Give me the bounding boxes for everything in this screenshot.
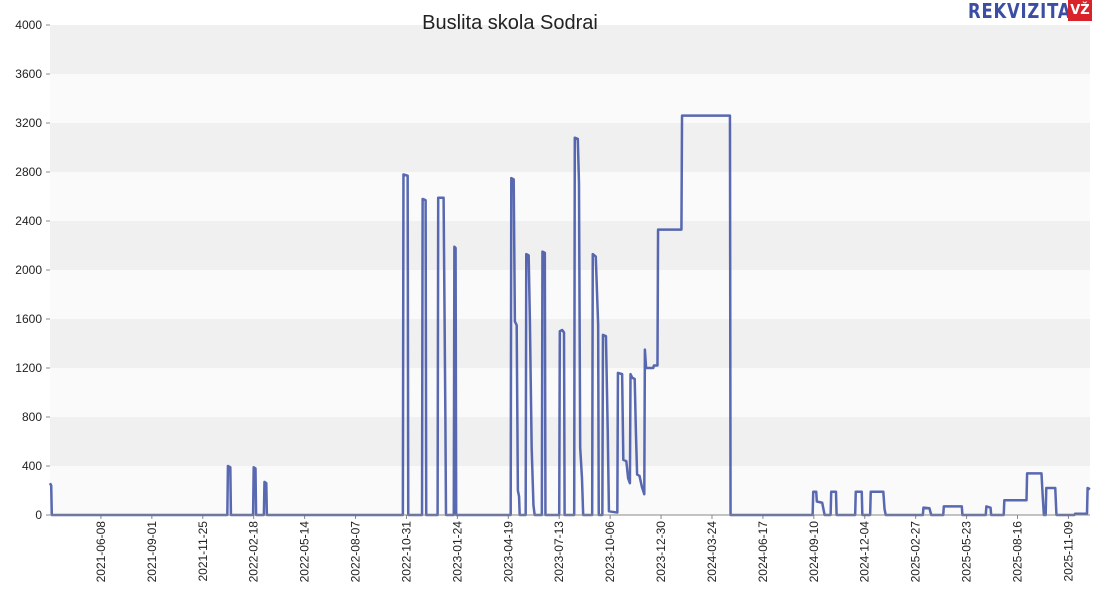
- grid-band: [50, 172, 1090, 221]
- series-group: [48, 114, 1091, 517]
- x-tick-label: 2022-10-31: [399, 521, 413, 583]
- y-tick-label: 400: [22, 459, 42, 473]
- y-tick-label: 3200: [15, 116, 42, 130]
- logo: REKVIZITAI VŽ: [968, 0, 1100, 23]
- y-tick-label: 800: [22, 410, 42, 424]
- x-tick-label: 2025-02-27: [909, 521, 923, 583]
- x-tick-label: 2023-04-19: [501, 521, 515, 583]
- x-tick-label: 2024-06-17: [756, 521, 770, 583]
- x-tick-label: 2023-10-06: [603, 521, 617, 583]
- logo-badge: VŽ: [1068, 0, 1092, 21]
- y-tick-label: 1600: [15, 312, 42, 326]
- x-tick-label: 2023-01-24: [450, 521, 464, 583]
- grid-band: [50, 417, 1090, 466]
- grid-band: [50, 466, 1090, 515]
- x-tick-label: 2024-03-24: [705, 521, 719, 583]
- grid-band: [50, 74, 1090, 123]
- x-tick-label: 2025-11-09: [1061, 521, 1075, 582]
- y-tick-label: 0: [35, 508, 42, 522]
- x-tick-label: 2022-08-07: [349, 521, 363, 583]
- y-tick-label: 2000: [15, 263, 42, 277]
- y-tick-label: 2800: [15, 165, 42, 179]
- series-line-1: [48, 114, 1091, 517]
- x-tick-label: 2025-05-23: [960, 521, 974, 583]
- x-axis-ticks: 2021-06-08 2021-09-01 2021-11-25 2022-02-18…: [94, 515, 1075, 583]
- x-tick-label: 2024-12-04: [858, 521, 872, 583]
- x-tick-label: 2023-07-13: [552, 521, 566, 583]
- grid-band: [50, 319, 1090, 368]
- y-axis-ticks: 0 400 800 1200 1600 2000 2400 2800 3200 3600 4000: [15, 18, 50, 522]
- y-tick-label: 3600: [15, 67, 42, 81]
- y-tick-label: 4000: [15, 18, 42, 32]
- grid-band: [50, 368, 1090, 417]
- grid-band: [50, 25, 1090, 74]
- x-tick-label: 2022-05-14: [298, 521, 312, 583]
- chart-title: Buslita skola Sodrai: [422, 12, 598, 34]
- grid-band: [50, 221, 1090, 270]
- x-tick-label: 2023-12-30: [654, 521, 668, 583]
- grid-band: [50, 270, 1090, 319]
- x-tick-label: 2021-06-08: [94, 521, 108, 583]
- x-tick-label: 2021-09-01: [145, 521, 159, 583]
- grid-bands: [50, 25, 1090, 515]
- logo-text: REKVIZITAI: [968, 0, 1079, 23]
- x-tick-label: 2024-09-10: [807, 521, 821, 583]
- y-tick-label: 1200: [15, 361, 42, 375]
- grid-band: [50, 123, 1090, 172]
- x-tick-label: 2025-08-16: [1011, 521, 1025, 583]
- x-tick-label: 2021-11-25: [196, 521, 210, 582]
- y-tick-label: 2400: [15, 214, 42, 228]
- x-tick-label: 2022-02-18: [247, 521, 261, 583]
